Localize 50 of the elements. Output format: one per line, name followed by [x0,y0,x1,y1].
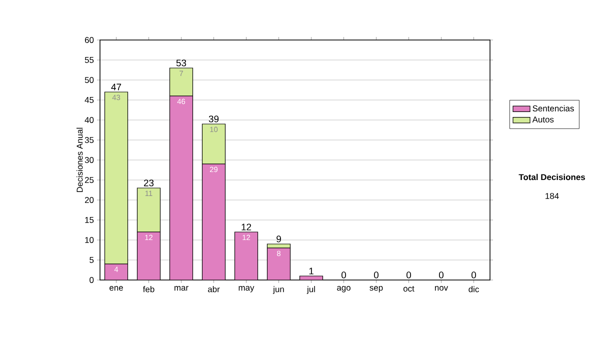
x-tick-label: feb [142,286,154,292]
y-tick-label: 40 [84,117,94,123]
x-tick-label: abr [208,286,220,292]
legend-label: Sentencias [532,105,574,112]
y-tick-label: 20 [84,197,94,203]
y-tick-label: 50 [84,77,94,83]
y-tick-label: 35 [84,137,94,143]
x-tick-label: ene [110,286,123,291]
total-label: 0 [406,272,412,278]
x-tick-label: ago [337,286,350,292]
y-tick-label: 30 [84,157,94,163]
x-tick-label: nov [434,286,448,291]
y-axis-title: Decisiones Anual [76,128,83,192]
total-label: 0 [374,272,379,278]
y-tick-label: 0 [90,277,94,283]
total-label: 1 [309,268,314,274]
legend-label: Autos [532,116,554,122]
x-tick-label: may [238,286,254,292]
text: Total Decisiones [518,174,585,180]
x-tick-label: oct [403,286,414,292]
x-tick-label: jul [306,286,315,294]
bar [202,164,226,280]
y-tick-label: 45 [84,97,94,103]
total-label: 47 [111,84,122,90]
x-tick-label: mar [174,286,188,291]
total-label: 9 [276,236,281,242]
bar [104,264,128,280]
total-label: 53 [176,60,186,66]
y-tick-label: 60 [84,37,94,43]
bar [234,232,258,280]
text: 184 [546,193,559,199]
bar [136,232,161,280]
bar [266,248,291,280]
x-tick-label: dic [468,286,479,292]
total-label: 23 [144,180,154,186]
y-tick-label: 5 [90,257,94,263]
bar [136,188,161,232]
x-tick-label: jun [272,286,284,294]
total-label: 12 [242,224,252,230]
y-tick-label: 10 [85,237,94,243]
y-tick-label: 15 [85,217,94,223]
x-tick-label: sep [370,286,383,292]
bar [202,124,226,164]
total-label: 0 [341,272,346,278]
bar [169,96,194,280]
total-label: 0 [472,272,476,278]
total-label: 0 [438,272,444,278]
total-label: 39 [208,116,219,122]
y-tick-label: 25 [84,177,94,183]
y-tick-label: 55 [84,57,94,63]
